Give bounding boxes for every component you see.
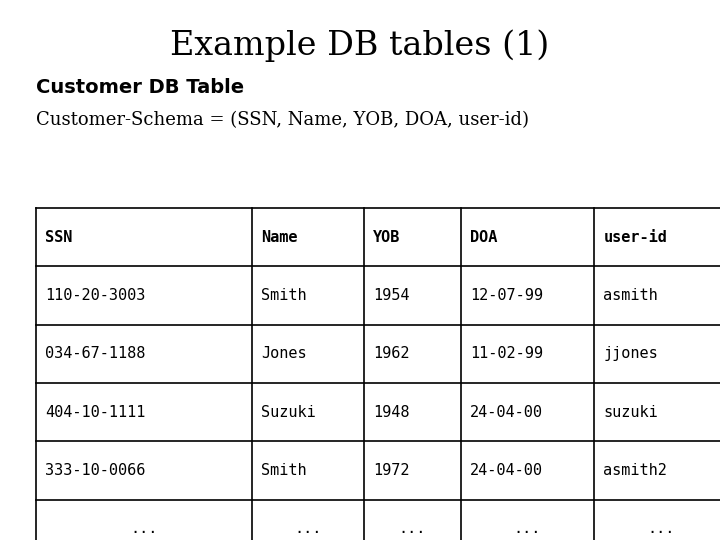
Text: 24-04-00: 24-04-00 (470, 463, 543, 478)
Text: 1962: 1962 (373, 346, 410, 361)
Text: Customer DB Table: Customer DB Table (36, 78, 244, 97)
Text: ...: ... (513, 521, 541, 536)
Text: 1972: 1972 (373, 463, 410, 478)
Text: ...: ... (398, 521, 426, 536)
Text: ...: ... (130, 521, 158, 536)
Text: Customer-Schema = (SSN, Name, YOB, DOA, user-id): Customer-Schema = (SSN, Name, YOB, DOA, … (36, 111, 529, 129)
Text: Example DB tables (1): Example DB tables (1) (171, 30, 549, 62)
Text: SSN: SSN (45, 230, 73, 245)
Text: 110-20-3003: 110-20-3003 (45, 288, 145, 303)
Text: 24-04-00: 24-04-00 (470, 404, 543, 420)
Text: Smith: Smith (261, 463, 307, 478)
Text: YOB: YOB (373, 230, 400, 245)
Text: Jones: Jones (261, 346, 307, 361)
Text: DOA: DOA (470, 230, 498, 245)
Text: ...: ... (647, 521, 675, 536)
Text: asmith2: asmith2 (603, 463, 667, 478)
Text: 404-10-1111: 404-10-1111 (45, 404, 145, 420)
Text: 333-10-0066: 333-10-0066 (45, 463, 145, 478)
Text: 11-02-99: 11-02-99 (470, 346, 543, 361)
Text: 12-07-99: 12-07-99 (470, 288, 543, 303)
Text: Suzuki: Suzuki (261, 404, 316, 420)
Text: user-id: user-id (603, 230, 667, 245)
Text: Smith: Smith (261, 288, 307, 303)
Text: ...: ... (294, 521, 322, 536)
Text: 1948: 1948 (373, 404, 410, 420)
Text: suzuki: suzuki (603, 404, 658, 420)
Text: 1954: 1954 (373, 288, 410, 303)
Text: asmith: asmith (603, 288, 658, 303)
Text: 034-67-1188: 034-67-1188 (45, 346, 145, 361)
Text: Name: Name (261, 230, 298, 245)
Text: jjones: jjones (603, 346, 658, 361)
